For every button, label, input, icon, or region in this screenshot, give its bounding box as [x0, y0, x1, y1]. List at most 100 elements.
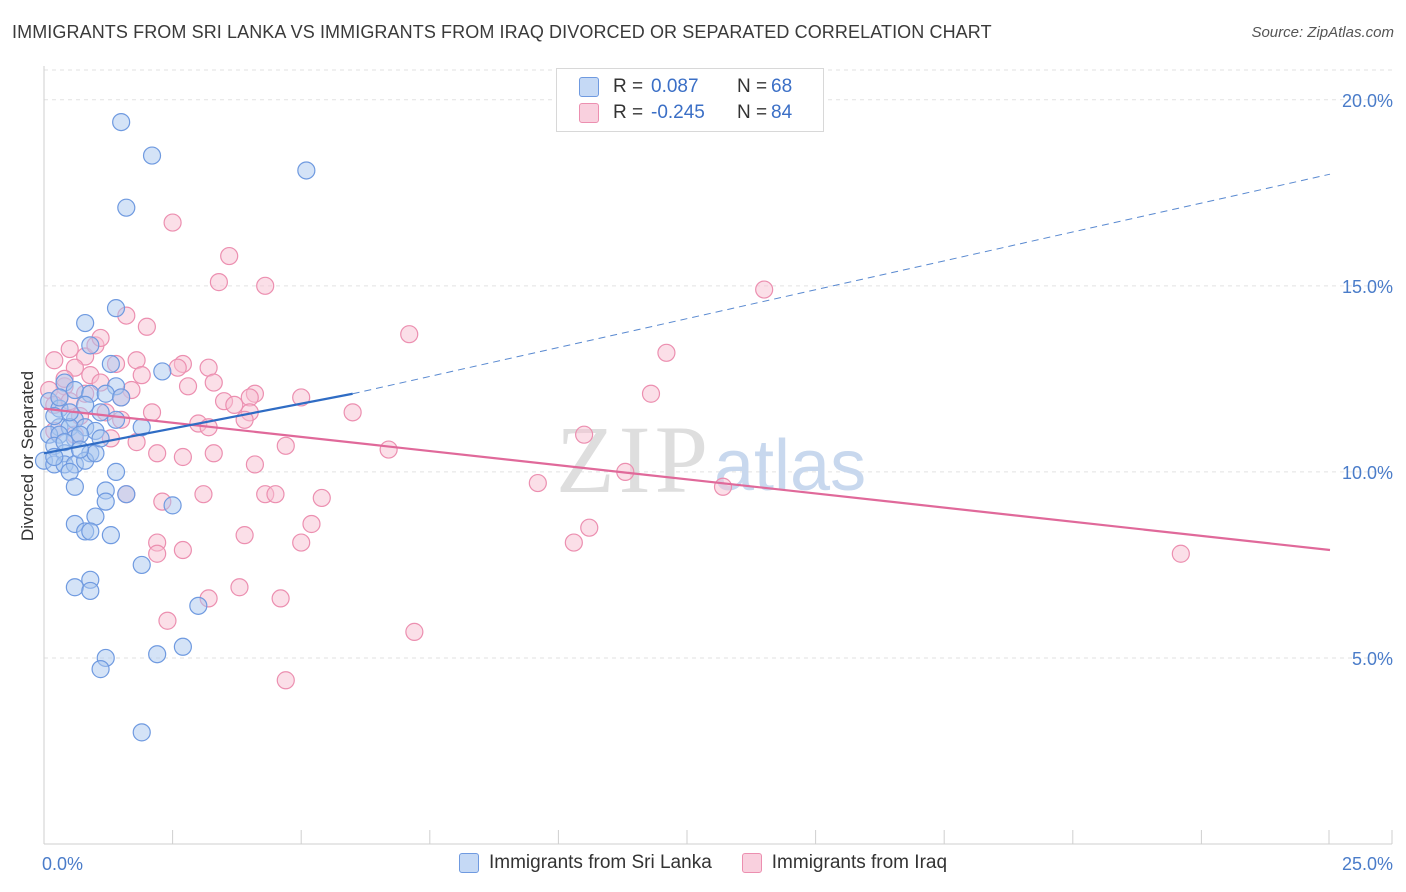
point-sri-lanka	[96, 384, 115, 403]
point-iraq	[575, 425, 594, 444]
point-iraq	[528, 473, 547, 493]
point-sri-lanka	[117, 485, 136, 504]
point-iraq	[60, 339, 79, 359]
point-sri-lanka	[81, 522, 100, 541]
point-sri-lanka	[91, 403, 110, 422]
point-sri-lanka	[91, 660, 110, 679]
series-legend-iraq[interactable]: Immigrants from Iraq	[741, 852, 947, 874]
grid-lines	[44, 69, 1392, 659]
point-iraq	[245, 455, 265, 474]
legend-r-value: 0.087	[651, 76, 699, 97]
legend-n-label: N =	[737, 102, 768, 123]
y-tick-label: 5.0%	[1352, 649, 1393, 669]
point-iraq	[178, 377, 198, 396]
point-sri-lanka	[50, 388, 69, 407]
point-iraq	[204, 444, 223, 463]
x-tick-label: 0.0%	[42, 854, 83, 874]
legend-row-sri-lanka: R = 0.087 N = 68	[579, 75, 792, 99]
point-sri-lanka	[297, 161, 316, 180]
series-label-sri-lanka: Immigrants from Sri Lanka	[488, 852, 712, 873]
legend-n-label: N =	[737, 76, 768, 97]
point-iraq	[266, 485, 285, 504]
x-tick-label: 25.0%	[1342, 854, 1393, 874]
point-iraq	[292, 388, 311, 407]
source-label: Source: ZipAtlas.com	[1251, 24, 1394, 41]
point-sri-lanka	[70, 440, 90, 459]
point-sri-lanka	[112, 112, 131, 132]
point-sri-lanka	[65, 477, 84, 496]
point-sri-lanka	[106, 462, 126, 481]
point-iraq	[302, 514, 321, 534]
point-iraq	[204, 373, 223, 392]
point-iraq	[276, 436, 295, 455]
point-iraq	[225, 395, 244, 415]
correlation-legend: R = 0.087 N = 68 R = -0.245 N = 84	[556, 68, 824, 132]
point-iraq	[271, 589, 290, 608]
series-swatch-blue	[458, 853, 479, 873]
point-iraq	[142, 403, 162, 422]
point-iraq	[230, 578, 249, 597]
data-points	[34, 112, 1190, 742]
point-sri-lanka	[106, 410, 126, 429]
y-tick-label: 10.0%	[1342, 463, 1393, 483]
point-iraq	[400, 325, 419, 344]
point-iraq	[158, 611, 177, 630]
trend-line-sri-lanka	[43, 392, 353, 455]
point-iraq	[173, 447, 192, 467]
series-legend: Immigrants from Sri Lanka Immigrants fro…	[0, 852, 1406, 874]
point-iraq	[132, 366, 151, 385]
legend-n-value: 84	[771, 102, 793, 123]
axes: 5.0% 10.0% 15.0% 20.0% 0.0% 25.0%	[42, 66, 1393, 874]
point-iraq	[194, 485, 213, 504]
point-iraq	[379, 440, 398, 459]
point-sri-lanka	[117, 198, 136, 217]
point-iraq	[343, 403, 362, 422]
point-sri-lanka	[132, 555, 151, 575]
point-iraq	[163, 213, 182, 232]
point-sri-lanka	[101, 354, 120, 374]
trend-lines	[43, 173, 1331, 552]
point-sri-lanka	[65, 578, 84, 597]
point-sri-lanka	[112, 388, 131, 407]
y-tick-label: 15.0%	[1342, 277, 1393, 297]
point-sri-lanka	[101, 526, 120, 545]
point-sri-lanka	[96, 492, 115, 511]
point-iraq	[148, 544, 167, 563]
point-sri-lanka	[55, 433, 74, 452]
legend-r-label: R =	[613, 102, 644, 123]
chart-title: IMMIGRANTS FROM SRI LANKA VS IMMIGRANTS …	[12, 22, 992, 42]
point-sri-lanka	[173, 637, 192, 656]
watermark-atlas: atlas	[714, 426, 866, 506]
point-sri-lanka	[189, 596, 208, 615]
point-sri-lanka	[76, 313, 95, 333]
point-sri-lanka	[106, 299, 126, 318]
point-sri-lanka	[65, 380, 84, 400]
point-iraq	[137, 317, 156, 336]
legend-row-iraq: R = -0.245 N = 84	[579, 101, 792, 125]
point-sri-lanka	[142, 146, 162, 165]
point-iraq	[209, 273, 228, 292]
legend-swatch-pink	[579, 103, 599, 123]
point-iraq	[148, 444, 167, 463]
trend-line-sri-lanka-extension	[352, 173, 1331, 395]
point-sri-lanka	[153, 362, 172, 381]
point-iraq	[256, 276, 275, 295]
point-iraq	[657, 343, 676, 362]
y-axis-title: Divorced or Separated	[18, 371, 37, 541]
point-iraq	[65, 358, 84, 377]
legend-swatch-blue	[579, 77, 599, 97]
point-sri-lanka	[81, 336, 100, 355]
point-iraq	[312, 488, 331, 508]
trend-line-iraq	[43, 407, 1331, 552]
point-iraq	[564, 533, 583, 552]
legend-r-value: -0.245	[651, 102, 705, 123]
y-tick-label: 20.0%	[1342, 91, 1393, 111]
point-iraq	[235, 526, 254, 545]
watermark: ZIP atlas	[556, 406, 866, 513]
legend-n-value: 68	[771, 76, 793, 97]
point-iraq	[1171, 544, 1190, 563]
series-legend-sri-lanka[interactable]: Immigrants from Sri Lanka	[458, 852, 712, 874]
point-sri-lanka	[163, 496, 182, 515]
point-iraq	[292, 533, 311, 552]
point-iraq	[276, 671, 295, 690]
